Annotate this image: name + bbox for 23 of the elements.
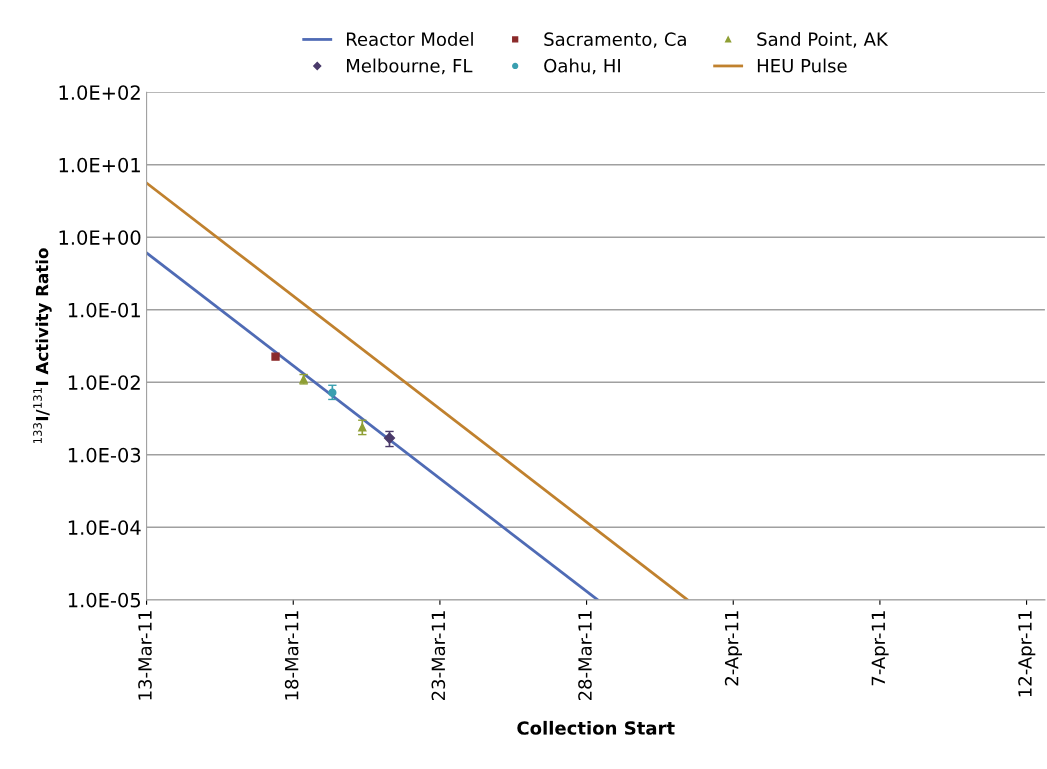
y-tick-label: 1.0E-04 [68,520,141,535]
x-tick-label: 18-Mar-11 [284,611,299,700]
y-tick-label: 1.0E-01 [68,302,140,318]
y-tick-label: 1.0E-02 [68,375,140,390]
y-axis-title: $^{133}$I/$^{131}$I Activity Ratio [33,248,52,444]
x-tick-label: 7-Apr-11 [871,611,889,686]
y-tick-label: 1.0E-03 [68,447,141,463]
x-tick-label: 28-Mar-11 [578,611,592,701]
x-axis-title: Collection Start [517,720,675,735]
y-tick-label: 1.0E-05 [68,592,141,608]
x-tick-label: 13-Mar-11 [138,611,152,700]
legend-label: Sacramento, Ca [544,32,686,48]
y-tick-label: 1.0E+02 [59,85,140,100]
legend-label: HEU Pulse [757,58,847,73]
x-tick-label: 23-Mar-11 [431,611,446,701]
legend-label: Sand Point, AK [757,32,889,48]
legend-label: Oahu, HI [544,58,620,75]
y-tick-label: 1.0E+00 [59,230,141,245]
legend-label: Reactor Model [346,32,473,47]
x-tick-label: 2-Apr-11 [724,611,742,686]
x-tick-label: 12-Apr-11 [1018,611,1036,697]
legend-label: Melbourne, FL [346,58,473,75]
y-tick-label: 1.0E+01 [59,157,140,173]
